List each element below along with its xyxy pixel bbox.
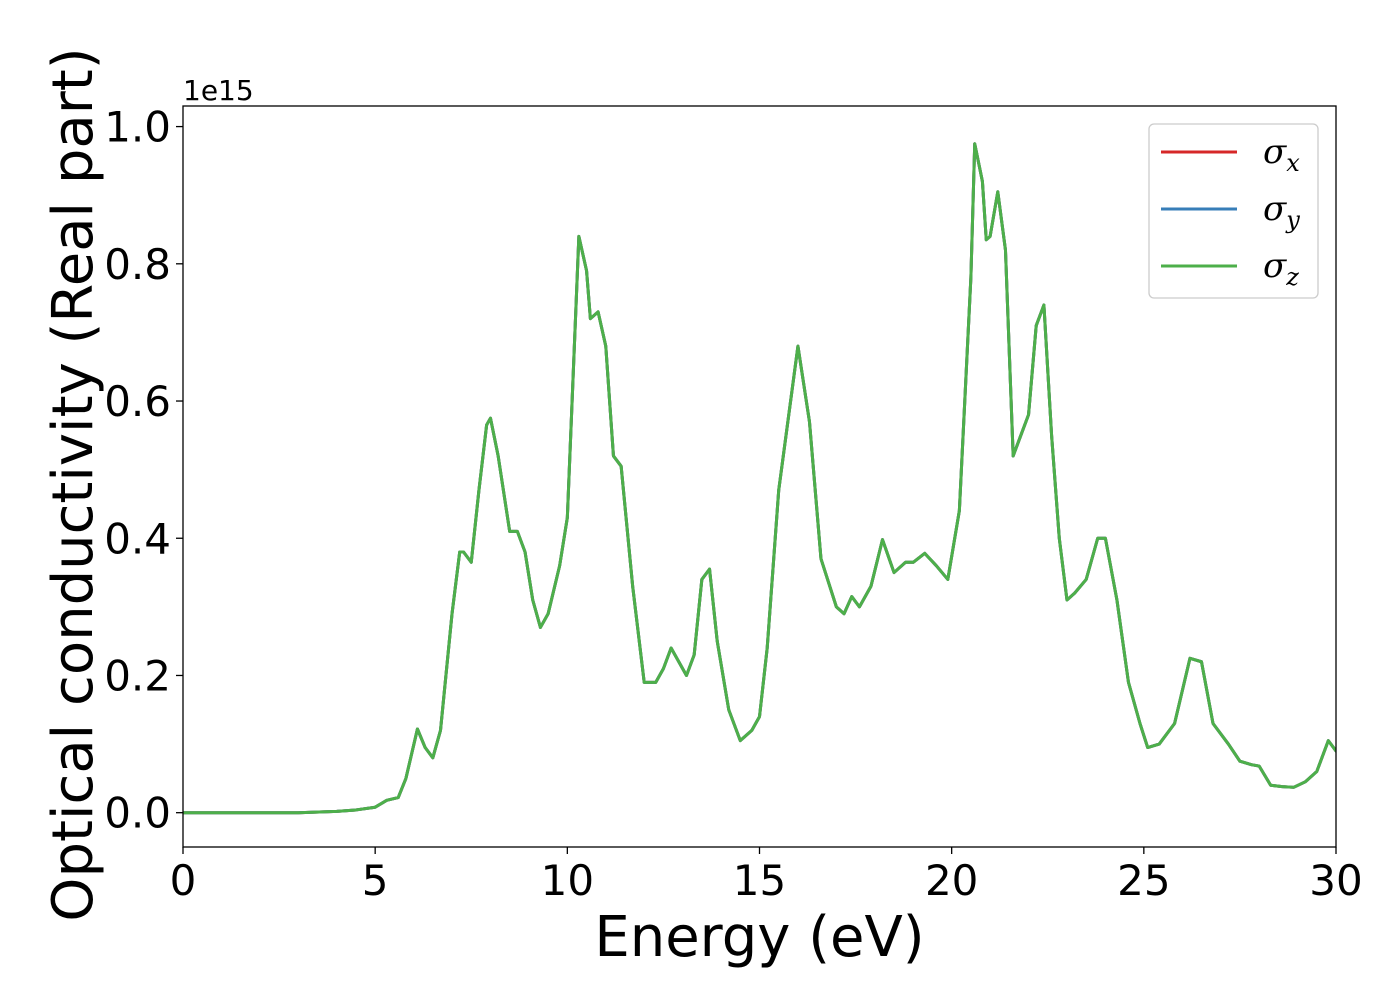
y-tick-label: 0.6 [104, 377, 171, 426]
x-tick-label: 20 [925, 856, 978, 905]
legend-label: σx [1263, 132, 1300, 177]
legend-box [1148, 123, 1319, 299]
x-tick-label: 15 [733, 856, 786, 905]
legend-label: σz [1263, 246, 1299, 291]
y-axis-label: Optical conductivity (Real part) [41, 47, 106, 921]
y-axis-ticks: 0.0 0.2 0.4 0.6 0.8 1.0 [104, 103, 183, 838]
legend-label: σy [1263, 189, 1300, 234]
series-line-2 [183, 142, 1336, 815]
x-tick-label: 10 [541, 856, 594, 905]
x-tick-label: 5 [362, 856, 389, 905]
y-tick-label: 0.2 [104, 651, 171, 700]
y-axis-offset-label: 1e15 [183, 74, 254, 107]
series-lines [183, 142, 1336, 815]
y-tick-label: 0.4 [104, 514, 171, 563]
x-axis-ticks: 0 5 10 15 20 25 30 [170, 847, 1363, 905]
y-tick-label: 1.0 [104, 103, 171, 152]
legend-items: σx σy σz [1161, 132, 1300, 291]
x-tick-label: 0 [170, 856, 197, 905]
y-tick-label: 0.0 [104, 789, 171, 838]
x-axis-label: Energy (eV) [594, 905, 924, 970]
x-tick-label: 25 [1117, 856, 1170, 905]
x-tick-label: 30 [1309, 856, 1362, 905]
y-tick-label: 0.8 [104, 240, 171, 289]
legend: σx σy σz [1148, 123, 1319, 299]
